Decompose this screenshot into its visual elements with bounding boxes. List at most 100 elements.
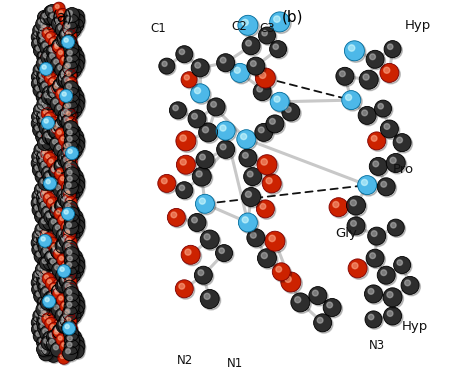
- Circle shape: [57, 145, 61, 150]
- Circle shape: [49, 86, 53, 90]
- Circle shape: [60, 69, 64, 73]
- Circle shape: [381, 270, 386, 276]
- Circle shape: [67, 130, 72, 135]
- Text: Gly: Gly: [335, 227, 357, 240]
- Circle shape: [34, 330, 48, 344]
- Circle shape: [42, 259, 47, 264]
- Circle shape: [36, 211, 50, 225]
- Circle shape: [38, 337, 52, 351]
- Circle shape: [50, 66, 54, 70]
- Circle shape: [38, 156, 53, 171]
- Circle shape: [54, 320, 66, 332]
- Circle shape: [70, 66, 74, 71]
- Circle shape: [67, 270, 81, 284]
- Circle shape: [66, 301, 69, 305]
- Circle shape: [34, 33, 39, 37]
- Circle shape: [65, 283, 70, 288]
- Circle shape: [65, 150, 77, 162]
- Circle shape: [37, 65, 52, 80]
- Circle shape: [43, 18, 57, 32]
- Circle shape: [48, 204, 60, 216]
- Circle shape: [62, 306, 77, 321]
- Circle shape: [63, 76, 78, 91]
- Circle shape: [33, 270, 47, 284]
- Circle shape: [66, 206, 80, 220]
- Circle shape: [43, 127, 58, 142]
- Circle shape: [53, 207, 57, 212]
- Circle shape: [53, 222, 67, 237]
- Circle shape: [55, 265, 60, 270]
- Circle shape: [38, 306, 53, 321]
- Circle shape: [369, 229, 387, 246]
- Circle shape: [42, 108, 54, 120]
- Circle shape: [64, 325, 78, 339]
- Circle shape: [313, 314, 332, 332]
- Circle shape: [31, 316, 45, 330]
- Circle shape: [38, 71, 53, 86]
- Circle shape: [43, 274, 55, 286]
- Circle shape: [47, 85, 59, 96]
- Circle shape: [33, 190, 47, 205]
- Circle shape: [220, 57, 226, 63]
- Circle shape: [62, 37, 66, 42]
- Circle shape: [64, 102, 67, 106]
- Circle shape: [56, 321, 60, 325]
- Circle shape: [59, 274, 74, 289]
- Circle shape: [34, 318, 39, 323]
- Circle shape: [40, 20, 52, 32]
- Circle shape: [39, 307, 54, 322]
- Circle shape: [61, 74, 76, 90]
- Circle shape: [41, 102, 45, 106]
- Circle shape: [71, 90, 85, 105]
- Circle shape: [64, 149, 68, 154]
- Circle shape: [70, 130, 84, 144]
- Circle shape: [65, 248, 80, 263]
- Circle shape: [48, 251, 63, 266]
- Circle shape: [257, 69, 277, 90]
- Circle shape: [66, 349, 70, 354]
- Circle shape: [41, 53, 53, 65]
- Circle shape: [177, 183, 194, 200]
- Circle shape: [65, 163, 69, 167]
- Circle shape: [50, 79, 62, 91]
- Circle shape: [36, 264, 50, 278]
- Circle shape: [60, 315, 64, 318]
- Circle shape: [55, 239, 70, 253]
- Circle shape: [62, 60, 78, 75]
- Circle shape: [366, 50, 384, 68]
- Circle shape: [67, 278, 71, 282]
- Circle shape: [66, 44, 72, 49]
- Circle shape: [62, 101, 74, 113]
- Circle shape: [42, 51, 56, 66]
- Circle shape: [63, 22, 78, 36]
- Circle shape: [40, 310, 53, 322]
- Circle shape: [259, 156, 279, 176]
- Circle shape: [66, 205, 78, 217]
- Circle shape: [67, 96, 72, 102]
- Circle shape: [58, 107, 70, 119]
- Circle shape: [70, 90, 84, 103]
- Circle shape: [57, 105, 62, 110]
- Circle shape: [70, 344, 84, 358]
- Circle shape: [36, 57, 50, 71]
- Circle shape: [40, 78, 45, 83]
- Circle shape: [68, 250, 82, 264]
- Circle shape: [38, 20, 53, 35]
- Circle shape: [60, 115, 74, 129]
- Circle shape: [62, 275, 67, 280]
- Circle shape: [50, 244, 65, 258]
- Circle shape: [62, 17, 66, 21]
- Circle shape: [44, 339, 48, 343]
- Circle shape: [63, 156, 67, 161]
- Circle shape: [45, 138, 49, 143]
- Circle shape: [64, 14, 79, 29]
- Circle shape: [239, 213, 258, 232]
- Circle shape: [60, 117, 65, 122]
- Circle shape: [48, 77, 60, 89]
- Circle shape: [199, 123, 218, 142]
- Circle shape: [73, 52, 77, 57]
- Circle shape: [35, 184, 49, 198]
- Circle shape: [54, 274, 68, 288]
- Circle shape: [38, 256, 52, 270]
- Circle shape: [40, 137, 52, 149]
